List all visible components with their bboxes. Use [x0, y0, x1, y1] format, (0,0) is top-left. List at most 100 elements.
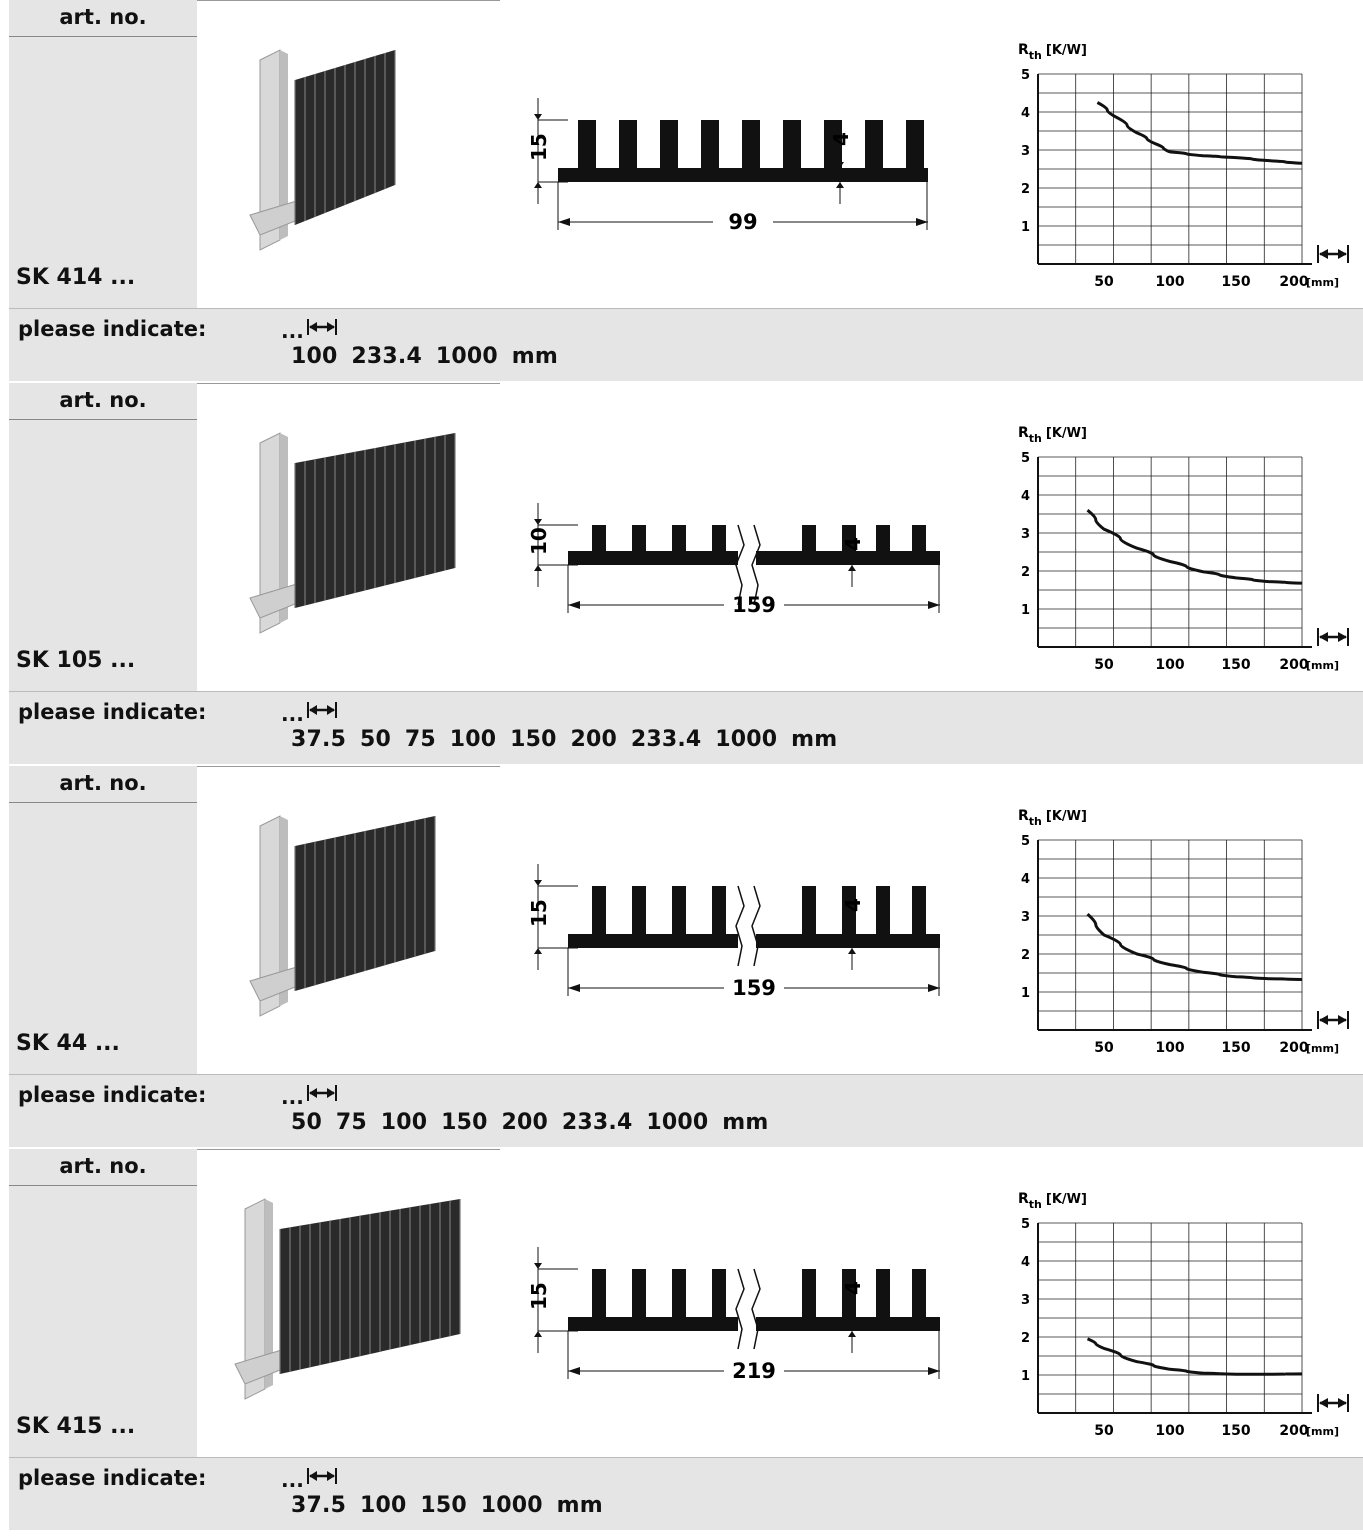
dim-arrow [534, 880, 542, 886]
top-rule [197, 1149, 500, 1150]
y-axis-label: Rth [K/W] [1018, 1191, 1087, 1211]
thermal-resistance-chart: Rth [K/W] 1 2 3 4 5 50 100 150 200[mm] [1018, 808, 1349, 1056]
product-block: art. no. SK 105 ... 10 4 159 Rth [K/W] 1 2 3 4 5… [0, 383, 1363, 766]
x-tick-label: 150 [1221, 657, 1250, 673]
profile-fin [712, 1269, 726, 1317]
art-no-column [9, 0, 197, 308]
dim-arrow [928, 1367, 940, 1375]
available-lengths: 100 233.4 1000 mm [291, 344, 558, 369]
dim-arrow [928, 984, 940, 992]
length-arrow-icon [307, 319, 337, 335]
y-axis-label-sub: th [1029, 432, 1042, 445]
dim-arrow [848, 1311, 856, 1317]
length-arrow-icon [1338, 1398, 1347, 1408]
length-arrow-icon [1319, 249, 1328, 259]
please-indicate-label: please indicate: [18, 1083, 207, 1107]
thermal-resistance-chart: Rth [K/W] 1 2 3 4 5 50 100 150 200[mm] [1018, 1191, 1349, 1439]
y-tick-label: 3 [1021, 910, 1030, 925]
available-lengths: 37.5 100 150 1000 mm [291, 1493, 603, 1518]
dim-arrow [568, 601, 580, 609]
profile-fin [824, 120, 842, 168]
profile-fin [802, 525, 816, 551]
profile-fin [578, 120, 596, 168]
series-line [1086, 912, 1303, 981]
profile-base [558, 168, 928, 182]
plate-edge [280, 50, 288, 240]
heatsink-profile-drawing: 10 4 159 [527, 503, 940, 633]
dim-width-label: 99 [728, 210, 757, 234]
please-indicate-row: please indicate: ... 37.5 100 150 1000 m… [9, 1457, 1363, 1530]
y-tick-label: 3 [1021, 144, 1030, 159]
y-axis-label: Rth [K/W] [1018, 808, 1087, 828]
dim-fin-label: 4 [841, 1281, 865, 1295]
dim-arrow [916, 218, 928, 226]
x-tick-label: 200 [1279, 657, 1308, 673]
y-tick-label: 2 [1021, 182, 1030, 197]
y-axis-label-main: R [1018, 1191, 1029, 1207]
heatsink-photo [234, 1198, 461, 1400]
x-tick-label: 100 [1155, 274, 1184, 290]
thermal-resistance-chart: Rth [K/W] 1 2 3 4 5 50 100 150 200[mm] [1018, 425, 1349, 673]
art-no-header: art. no. [9, 1149, 197, 1181]
dim-height-label: 15 [527, 899, 551, 927]
dim-fin-label: 4 [829, 132, 853, 146]
dim-arrow [534, 519, 542, 525]
dim-arrow [928, 601, 940, 609]
product-block: art. no. SK 44 ... 15 4 159 Rth [K/W] 1 2 3 4 5 5… [0, 766, 1363, 1149]
profile-fin [619, 120, 637, 168]
length-arrow-icon [1319, 1015, 1328, 1025]
break-mark [735, 1268, 745, 1350]
y-tick-label: 5 [1021, 68, 1030, 83]
top-rule [197, 0, 500, 1]
y-axis-label-unit: [K/W] [1046, 43, 1087, 58]
profile-fin [672, 525, 686, 551]
y-tick-label: 2 [1021, 565, 1030, 580]
y-tick-label: 3 [1021, 527, 1030, 542]
x-tick-label: 200 [1279, 1040, 1308, 1056]
please-indicate-row: please indicate: ... 37.5 50 75 100 150 … [9, 691, 1363, 764]
y-axis-label-sub: th [1029, 1198, 1042, 1211]
art-no-column [9, 383, 197, 691]
y-tick-label: 3 [1021, 1293, 1030, 1308]
y-axis-label-sub: th [1029, 815, 1042, 828]
art-no-column [9, 1149, 197, 1457]
x-tick-label: 150 [1221, 1423, 1250, 1439]
profile-fin [632, 1269, 646, 1317]
x-unit-label: [mm] [1306, 1042, 1339, 1055]
dim-arrow [534, 1263, 542, 1269]
profile-fin [712, 886, 726, 934]
y-axis-label-main: R [1018, 42, 1029, 58]
y-tick-label: 4 [1021, 106, 1030, 121]
y-axis-label-main: R [1018, 425, 1029, 441]
profile-fin [672, 886, 686, 934]
x-unit-label: [mm] [1306, 276, 1339, 289]
art-no-header: art. no. [9, 0, 197, 32]
x-tick-label: 200 [1279, 1423, 1308, 1439]
x-unit-label: [mm] [1306, 659, 1339, 672]
y-tick-label: 1 [1021, 603, 1030, 618]
profile-fin [672, 1269, 686, 1317]
profile-fin [783, 120, 801, 168]
length-arrow-icon [1319, 1398, 1328, 1408]
plate-edge [280, 433, 288, 623]
ellipsis: ... [281, 1085, 304, 1109]
profile-fin [592, 886, 606, 934]
y-tick-label: 4 [1021, 872, 1030, 887]
profile-fin [906, 120, 924, 168]
y-axis-label: Rth [K/W] [1018, 425, 1087, 445]
profile-fin [632, 525, 646, 551]
dim-arrow [836, 162, 844, 168]
art-no-divider [9, 36, 197, 37]
dim-arrow [534, 1331, 542, 1337]
please-indicate-row: please indicate: ... 100 233.4 1000 mm [9, 308, 1363, 381]
dim-height-label: 10 [527, 527, 551, 555]
series-line [1096, 101, 1303, 165]
dim-arrow [558, 218, 570, 226]
x-tick-label: 50 [1094, 1040, 1114, 1056]
dim-height-label: 15 [527, 133, 551, 161]
profile-fin [876, 1269, 890, 1317]
art-no-header: art. no. [9, 766, 197, 798]
y-tick-label: 1 [1021, 986, 1030, 1001]
x-tick-label: 100 [1155, 1423, 1184, 1439]
dim-arrow [534, 565, 542, 571]
